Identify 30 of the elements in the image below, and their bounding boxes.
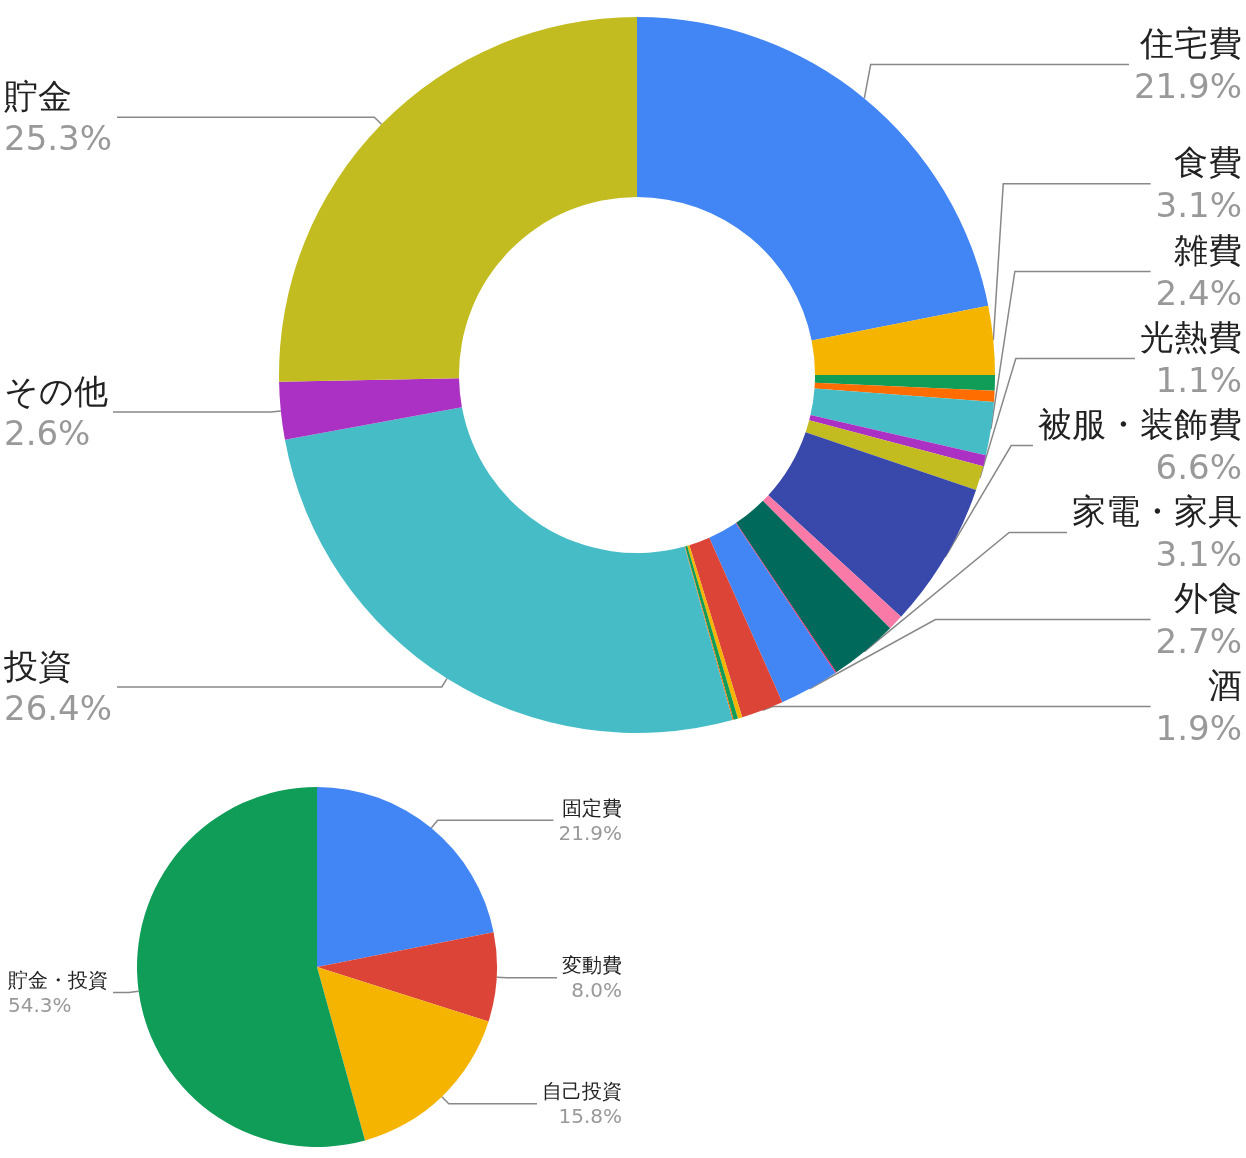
data-label: 8.0%: [571, 978, 622, 1003]
slice-label: 被服・装飾費: [1038, 404, 1242, 445]
slice-label: その他: [4, 370, 108, 411]
data-label: 3.1%: [1155, 533, 1242, 574]
slice-label: 固定費: [562, 795, 622, 820]
slice-label: 変動費: [562, 953, 622, 978]
data-label: 25.3%: [4, 118, 113, 159]
data-label: 26.4%: [4, 688, 113, 729]
slice-label: 家電・家具: [1072, 491, 1242, 532]
slice-label: 貯金: [4, 76, 72, 116]
data-label: 54.3%: [8, 993, 72, 1018]
slice-label: 住宅費: [1139, 23, 1242, 64]
data-label: 21.9%: [1133, 65, 1242, 106]
data-label: 2.4%: [1155, 272, 1242, 313]
data-label: 6.6%: [1155, 446, 1242, 487]
slice-label: 外食: [1174, 578, 1242, 619]
slice-label: 酒: [1208, 665, 1242, 706]
data-label: 15.8%: [558, 1104, 622, 1129]
slice-label: 自己投資: [542, 1079, 622, 1104]
data-label: 2.7%: [1155, 620, 1242, 661]
slice-label: 雑費: [1174, 230, 1242, 271]
slice-label: 光熱費: [1140, 317, 1242, 358]
slice-label: 貯金・投資: [8, 968, 108, 993]
data-label: 21.9%: [558, 820, 622, 845]
data-label: 2.6%: [4, 413, 91, 454]
data-label: 1.1%: [1155, 359, 1242, 400]
data-label: 1.9%: [1155, 707, 1242, 748]
slice-label: 投資: [3, 645, 72, 686]
slice-label: 食費: [1174, 142, 1242, 183]
data-label: 3.1%: [1155, 184, 1242, 225]
